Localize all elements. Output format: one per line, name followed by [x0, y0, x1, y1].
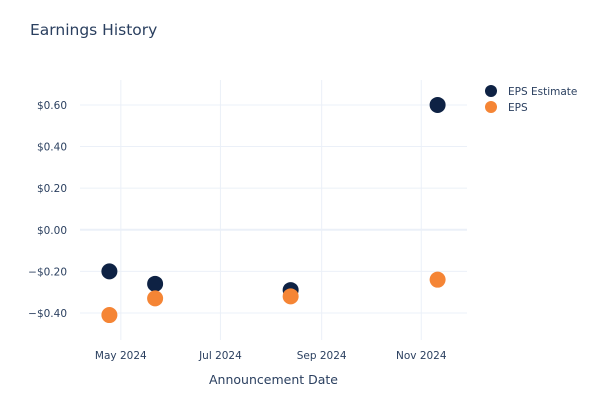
- eps-point[interactable]: [147, 290, 164, 307]
- legend: EPS Estimate EPS: [485, 85, 577, 114]
- legend-marker[interactable]: [485, 101, 497, 113]
- grid-layer: [80, 80, 467, 340]
- eps-estimate-point[interactable]: [147, 275, 164, 292]
- x-tick-label: May 2024: [95, 350, 147, 362]
- eps-estimate-point[interactable]: [101, 263, 118, 280]
- y-tick-label: $0.60: [37, 100, 67, 112]
- legend-label[interactable]: EPS: [508, 102, 528, 114]
- data-points: [101, 96, 446, 324]
- y-tick-label: $0.00: [37, 225, 67, 237]
- y-tick-label: −$0.40: [28, 308, 67, 320]
- legend-marker[interactable]: [485, 85, 497, 97]
- x-axis-ticks: May 2024 Jul 2024 Sep 2024 Nov 2024: [95, 350, 447, 362]
- eps-point[interactable]: [429, 271, 446, 288]
- legend-label[interactable]: EPS Estimate: [508, 86, 577, 98]
- x-axis-label: Announcement Date: [209, 372, 338, 387]
- y-axis-ticks: $0.60 $0.40 $0.20 $0.00 −$0.20 −$0.40: [28, 100, 67, 320]
- x-tick-label: Sep 2024: [297, 350, 347, 362]
- y-tick-label: $0.40: [37, 142, 67, 154]
- eps-point[interactable]: [282, 288, 299, 305]
- eps-point[interactable]: [101, 307, 118, 324]
- eps-estimate-point[interactable]: [429, 96, 446, 113]
- y-tick-label: −$0.20: [28, 266, 67, 278]
- x-tick-label: Nov 2024: [396, 350, 447, 362]
- x-tick-label: Jul 2024: [198, 350, 242, 362]
- chart-title: Earnings History: [30, 21, 158, 39]
- y-tick-label: $0.20: [37, 183, 67, 195]
